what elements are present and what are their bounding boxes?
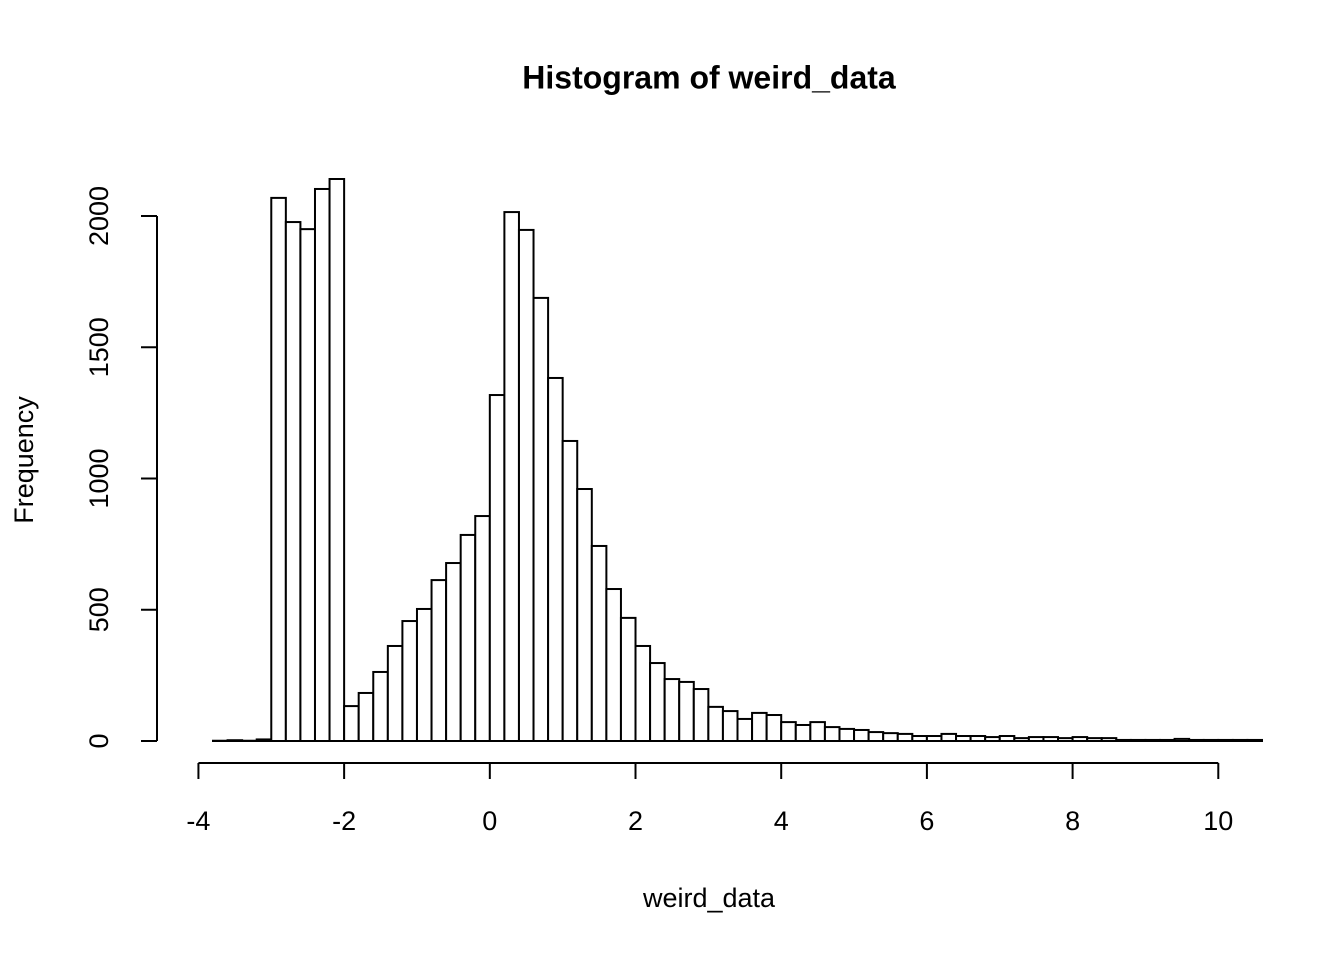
y-tick-label: 2000 xyxy=(84,186,114,246)
bar xyxy=(823,726,841,743)
x-tick-label: 2 xyxy=(628,806,643,836)
bar xyxy=(911,735,928,743)
bar xyxy=(299,228,316,742)
bar xyxy=(896,732,914,743)
bar xyxy=(853,728,870,742)
bar xyxy=(474,515,491,742)
bar xyxy=(1144,738,1162,742)
x-tick-label: -4 xyxy=(186,806,210,836)
x-tick-label: 10 xyxy=(1203,806,1233,836)
bar xyxy=(838,727,856,743)
bar xyxy=(678,680,695,743)
chart-title: Histogram of weird_data xyxy=(522,59,896,95)
bar xyxy=(1013,737,1030,742)
bar xyxy=(998,735,1016,743)
bar xyxy=(488,394,506,742)
x-tick-label: 8 xyxy=(1065,806,1080,836)
bar xyxy=(765,714,783,742)
bar xyxy=(1246,738,1263,742)
bar xyxy=(969,735,987,743)
bar xyxy=(226,739,244,743)
x-tick-label: 6 xyxy=(919,806,934,836)
bar xyxy=(984,736,1001,742)
bar xyxy=(663,678,681,743)
bar xyxy=(532,296,550,742)
bar xyxy=(707,705,724,742)
bar xyxy=(328,178,346,742)
bar xyxy=(1086,737,1103,742)
bar xyxy=(634,644,652,742)
bar xyxy=(517,228,535,743)
bar xyxy=(925,735,943,743)
bar xyxy=(547,376,564,742)
bar xyxy=(415,607,433,743)
bar xyxy=(561,439,579,742)
bar xyxy=(955,735,972,743)
bar xyxy=(343,705,360,742)
bar xyxy=(751,711,768,743)
x-tick-label: 4 xyxy=(774,806,789,836)
bar xyxy=(692,688,710,743)
bar xyxy=(255,738,273,743)
bar xyxy=(649,662,666,743)
bar xyxy=(576,488,593,743)
x-tick-label: 0 xyxy=(482,806,497,836)
y-tick-label: 1500 xyxy=(84,317,114,377)
bar xyxy=(1115,738,1132,742)
bar xyxy=(401,620,418,742)
bar xyxy=(1173,737,1191,742)
bar xyxy=(590,544,608,743)
bar xyxy=(809,721,826,742)
bar xyxy=(1071,736,1089,742)
bar xyxy=(1057,737,1074,742)
bar xyxy=(605,588,622,742)
y-tick-label: 1000 xyxy=(84,448,114,508)
bar xyxy=(284,221,302,742)
bar xyxy=(1231,738,1249,742)
bar xyxy=(780,721,797,742)
bar xyxy=(619,616,637,743)
bar xyxy=(1100,737,1118,742)
bar xyxy=(386,644,404,742)
bar xyxy=(1027,736,1045,742)
y-tick-label: 0 xyxy=(84,733,114,748)
x-axis-label: weird_data xyxy=(642,883,776,913)
bar xyxy=(1202,738,1220,742)
bar xyxy=(503,211,520,742)
bar xyxy=(1129,738,1147,742)
bar xyxy=(459,533,477,742)
bar xyxy=(794,723,812,742)
bar xyxy=(372,670,389,743)
bar xyxy=(357,691,375,742)
bar xyxy=(867,731,885,742)
bar xyxy=(1217,738,1234,742)
bar xyxy=(445,562,462,742)
y-tick-label: 500 xyxy=(84,587,114,632)
y-axis-label: Frequency xyxy=(9,396,39,524)
bar xyxy=(736,717,754,743)
x-tick-label: -2 xyxy=(332,806,356,836)
bar xyxy=(940,732,958,743)
bar xyxy=(430,579,448,742)
bar xyxy=(270,196,287,742)
bar xyxy=(1042,736,1060,742)
bar xyxy=(313,187,331,742)
bar xyxy=(882,732,899,743)
bar xyxy=(721,710,739,743)
bar xyxy=(1159,738,1176,742)
bar xyxy=(1188,738,1205,742)
